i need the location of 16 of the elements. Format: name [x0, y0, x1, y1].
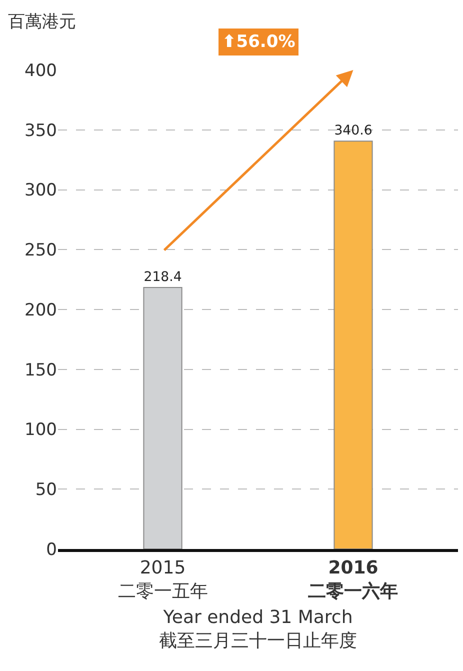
y-tick-label: 200	[24, 300, 57, 320]
x-tick-label: 2016 二零一六年	[308, 558, 398, 602]
y-tick-label: 300	[24, 180, 57, 201]
y-tick-label: 350	[24, 120, 57, 141]
y-tick-label: 0	[46, 540, 57, 560]
y-tick-label: 50	[35, 480, 57, 500]
y-axis-title: 百萬港元	[8, 12, 76, 32]
x-tick-label: 2015 二零一五年	[118, 558, 208, 602]
data-label: 340.6	[334, 124, 372, 139]
y-tick-label: 100	[24, 420, 57, 440]
y-tick-label: 150	[24, 360, 57, 380]
data-label: 218.4	[144, 270, 182, 285]
text: ⬆56.0%	[222, 32, 296, 52]
y-tick-label: 250	[24, 240, 57, 261]
x-axis-title: Year ended 31 March 截至三月三十一日止年度	[159, 607, 357, 652]
y-tick-label: 400	[24, 60, 57, 81]
